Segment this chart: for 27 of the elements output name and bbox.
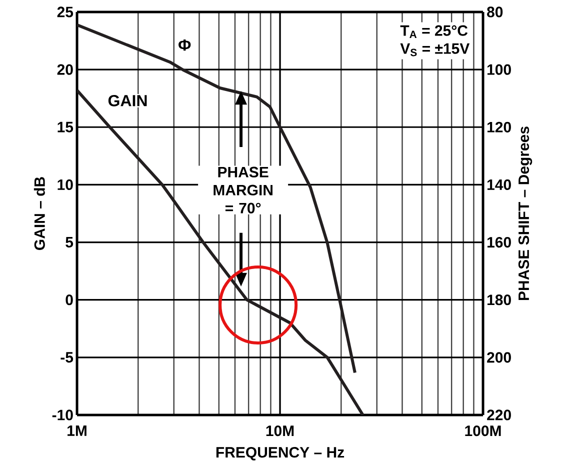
y2-tick-label: 160 xyxy=(487,236,511,248)
y-tick-label: 10 xyxy=(58,179,73,190)
annotation: V$_{S}$ = ±15V xyxy=(400,43,470,56)
y2-tick-label: 80 xyxy=(487,6,503,18)
y2-tick-label: 220 xyxy=(487,410,511,420)
y-tick-label: -5 xyxy=(60,352,74,363)
series-label: GAIN xyxy=(108,94,147,106)
x-tick-label: 100M xyxy=(465,426,501,436)
x-tick-label: 10M xyxy=(266,426,294,436)
y-tick-label: 0 xyxy=(66,294,73,306)
y2-tick-label: 120 xyxy=(487,122,511,132)
series-label: Φ xyxy=(178,39,191,51)
x-axis-title: FREQUENCY – Hz xyxy=(216,447,344,460)
y2-tick-label: 100 xyxy=(487,64,511,75)
y-tick-label: -10 xyxy=(52,410,73,420)
y2-tick-label: 180 xyxy=(487,294,511,306)
y2-tick-label: 140 xyxy=(487,179,511,190)
y-tick-label: 25 xyxy=(57,6,74,18)
y-tick-label: 20 xyxy=(57,64,73,75)
y2-tick-label: 200 xyxy=(487,352,511,363)
y-axis-title: GAIN – dB xyxy=(34,177,45,250)
y-tick-label: 15 xyxy=(58,122,74,132)
y2-axis-title: PHASE SHIFT – Degrees xyxy=(518,126,532,300)
annotation: T$_{A}$ = 25°C xyxy=(400,25,468,38)
x-tick-label: 1M xyxy=(68,426,86,436)
annotation: PHASE MARGIN = 70° xyxy=(214,166,272,214)
y-tick-label: 5 xyxy=(66,237,74,248)
